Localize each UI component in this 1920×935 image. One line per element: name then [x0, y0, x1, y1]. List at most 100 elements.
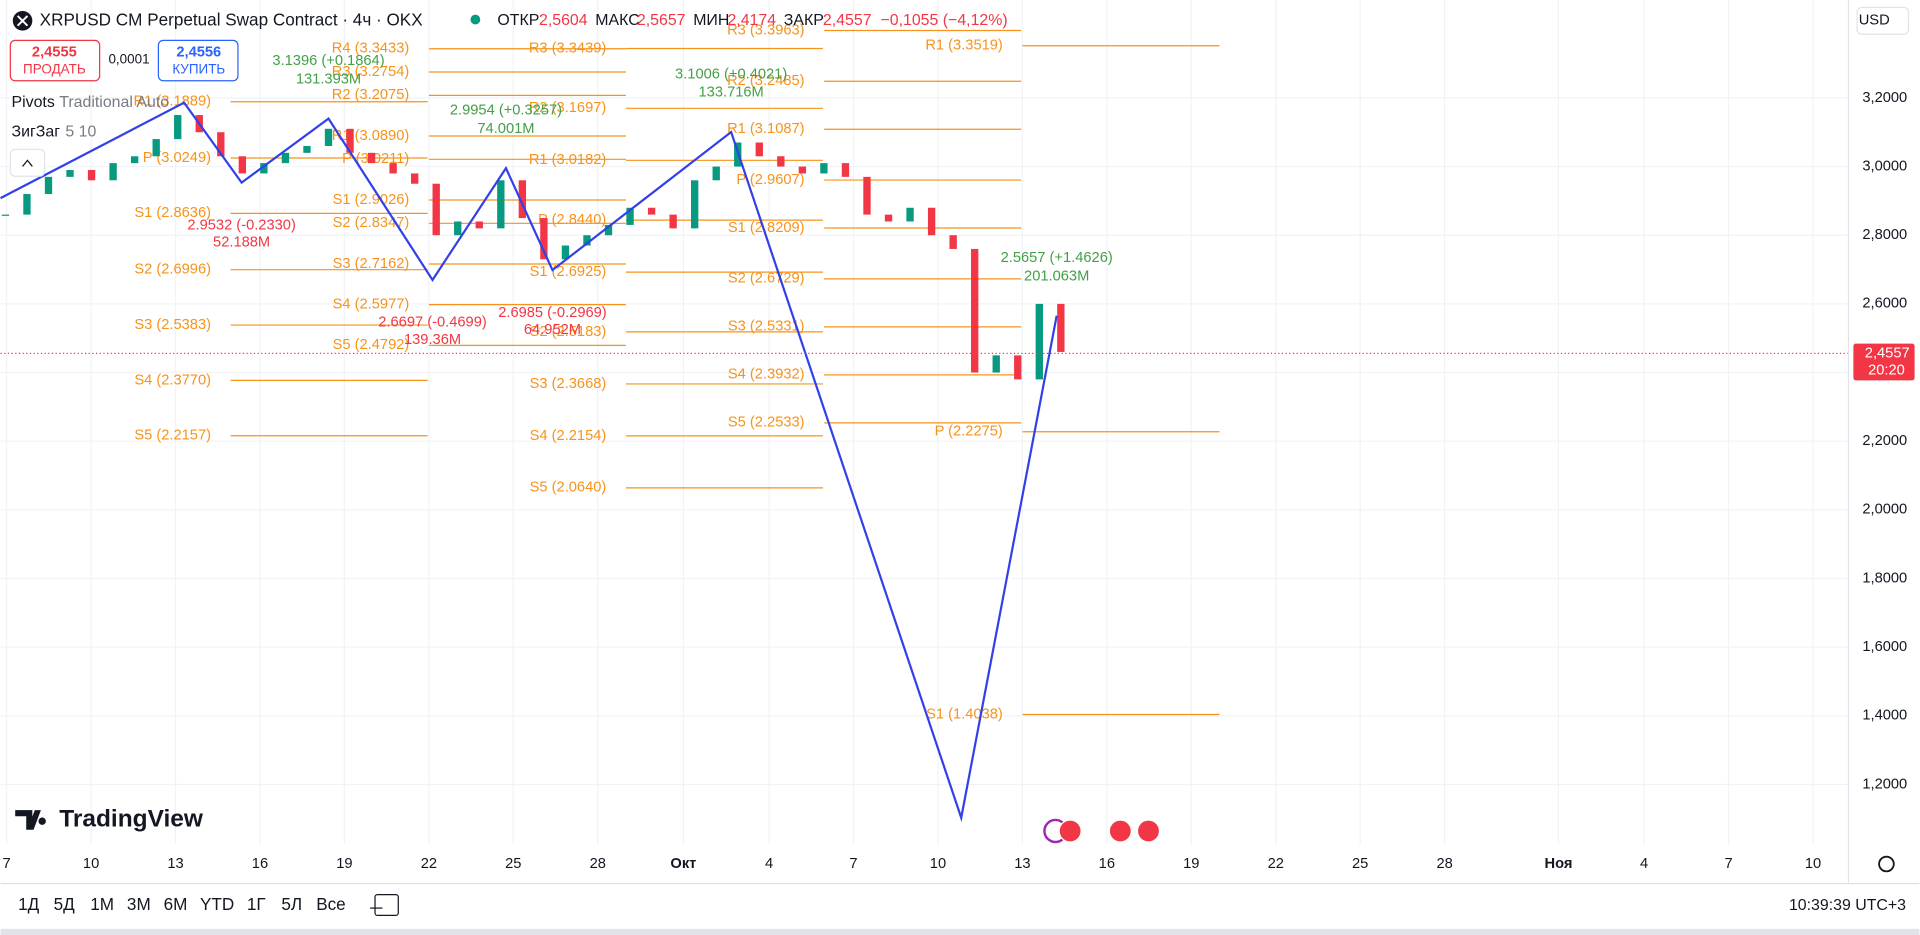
sell-price[interactable]: 2,4555 [32, 44, 77, 60]
x-tick-label: Окт [670, 856, 696, 872]
candle [540, 218, 548, 260]
symbol-title[interactable]: XRPUSD CM Perpetual Swap Contract · 4ч ·… [40, 9, 424, 29]
event-icon[interactable] [1058, 819, 1082, 843]
pivot-label: S1 (1.4038) [926, 706, 1003, 722]
range-button[interactable]: 1Г [247, 894, 266, 914]
candle [604, 224, 613, 236]
pivot-label: R3 (3.3963) [727, 22, 804, 38]
candle [927, 207, 936, 236]
indicator-params[interactable]: Traditional Auto [59, 94, 169, 111]
candle [109, 163, 117, 181]
zigzag-volume: 74.001M [477, 121, 534, 137]
zigzag-volume: 139.36M [404, 332, 461, 348]
market-status [470, 14, 481, 25]
zigzag-volume: 201.063M [1024, 268, 1089, 284]
candle [906, 207, 914, 222]
event-icon[interactable] [1108, 819, 1132, 843]
candle [454, 221, 462, 236]
candle [626, 207, 634, 225]
candle [346, 128, 354, 153]
candle [863, 176, 871, 215]
zigzag-volume: 131.393M [296, 71, 361, 87]
pivot-label: R1 (3.1889) [134, 94, 211, 110]
collapse-icon [22, 159, 33, 167]
candle [174, 115, 182, 140]
candle [367, 152, 376, 164]
buy-button[interactable] [157, 39, 239, 82]
ohlc-value: 2,4174 [727, 12, 776, 29]
pivot-label: R1 (3.3519) [925, 38, 1002, 54]
range-button[interactable]: 5Л [281, 894, 302, 914]
x-tick-label: 7 [849, 856, 857, 872]
candle [561, 245, 570, 260]
settings-icon[interactable] [1878, 855, 1895, 873]
pivot-label: P (2.8440) [538, 212, 606, 228]
buy-label[interactable]: КУПИТЬ [172, 61, 225, 76]
zigzag-label: 2.6697 (-0.4699) [378, 315, 487, 331]
range-button[interactable]: 1М [90, 894, 114, 914]
brand-name: TradingView [59, 805, 204, 832]
x-tick-label: 10 [83, 856, 99, 872]
indicator-name[interactable]: ЗигЗаг [12, 123, 61, 140]
candle [798, 166, 807, 174]
x-tick-label: 10 [1805, 856, 1821, 872]
clock[interactable]: 10:39:39 UTC+3 [1789, 897, 1906, 914]
range-button[interactable]: Все [316, 894, 346, 914]
pivot-label: S3 (2.7162) [333, 256, 410, 272]
ohlc-value: 2,4557 [823, 12, 872, 29]
pivot-label: S2 (2.8347) [333, 215, 410, 231]
zigzag-line [0, 101, 1058, 823]
sell-label[interactable]: ПРОДАТЬ [23, 61, 86, 76]
candle [281, 152, 290, 164]
pivot-label: S2 (2.6996) [134, 262, 211, 278]
zigzag-label: 3.1006 (+0.4021) [675, 66, 787, 82]
zigzag-volume: 52.188M [213, 234, 270, 250]
pivot-label: S2 (2.5183) [530, 324, 607, 340]
collapse-button[interactable] [9, 148, 46, 177]
candle [884, 214, 893, 222]
pivot-label: P (2.2275) [935, 424, 1003, 440]
candle [583, 235, 591, 246]
pivot-label: S4 (2.3932) [728, 367, 805, 383]
currency-box[interactable] [1856, 6, 1910, 35]
calendar-icon[interactable] [374, 894, 399, 917]
candle [755, 142, 763, 157]
candle [303, 145, 311, 153]
pivot-label: R2 (3.2075) [332, 87, 409, 103]
range-button[interactable]: 3М [127, 894, 151, 914]
zigzag-label: 2.9954 (+0.3257) [450, 102, 562, 118]
y-tick-label: 2,8000 [1862, 227, 1907, 243]
candle [1014, 355, 1022, 380]
range-button[interactable]: 5Д [54, 894, 76, 914]
candle [949, 235, 957, 249]
pivot-label: S5 (2.2533) [728, 415, 805, 431]
price-change: −0,1055 (−4,12%) [880, 12, 1007, 29]
candle [324, 128, 333, 146]
x-tick-label: 25 [505, 856, 521, 872]
range-button[interactable]: YTD [200, 894, 234, 914]
current-price-box [1853, 343, 1915, 381]
ohlc-label: МИН [693, 12, 729, 29]
x-tick-label: 19 [336, 856, 352, 872]
x-tick-label: 16 [252, 856, 268, 872]
candle [217, 132, 225, 157]
indicator-params[interactable]: 5 10 [65, 123, 96, 140]
currency[interactable]: USD [1859, 13, 1890, 29]
pivot-label: S5 (2.2157) [134, 428, 211, 444]
buy-price[interactable]: 2,4556 [176, 44, 221, 60]
range-button[interactable]: 1Д [18, 894, 40, 914]
ohlc-label: ОТКР [497, 12, 539, 29]
zigzag-label: 2.5657 (+1.4626) [1001, 250, 1113, 266]
x-tick-label: 4 [1640, 856, 1648, 872]
candle [1057, 303, 1065, 352]
pivot-label: S3 (2.5383) [134, 317, 211, 333]
pivot-label: S4 (2.5977) [333, 297, 410, 313]
x-tick-label: 4 [765, 856, 773, 872]
pivot-label: S1 (2.8636) [134, 205, 211, 221]
sell-button[interactable] [9, 39, 101, 82]
event-icon[interactable] [1136, 819, 1161, 843]
range-button[interactable]: 6М [164, 894, 188, 914]
candle [475, 221, 483, 229]
indicator-name[interactable]: Pivots [12, 94, 55, 111]
